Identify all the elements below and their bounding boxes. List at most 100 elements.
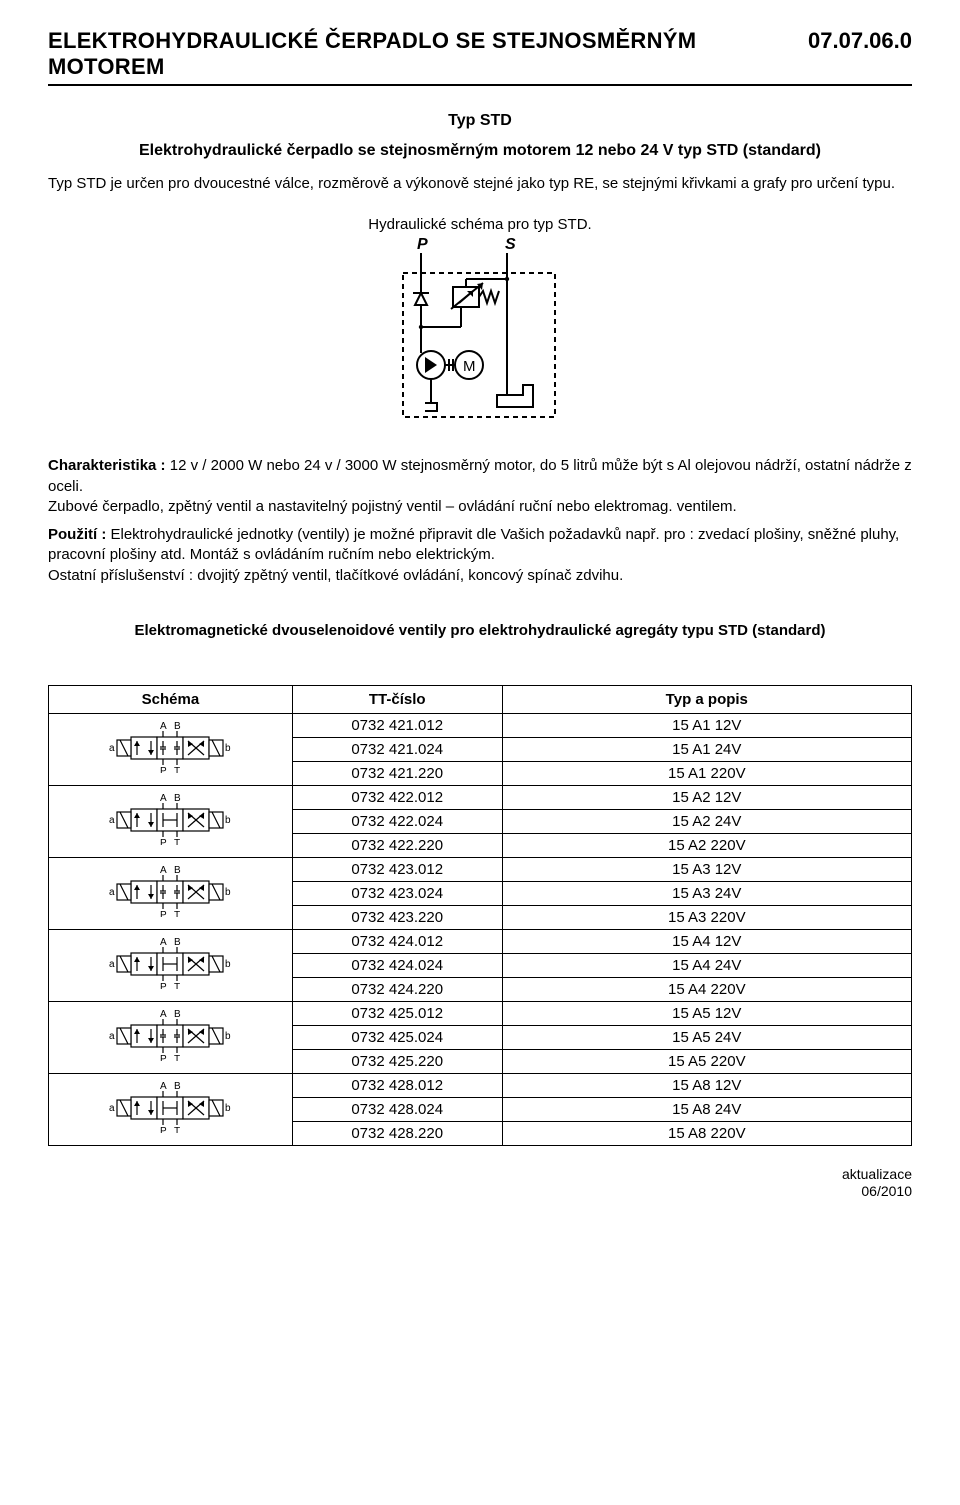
type-cell: 15 A3 12V [502, 857, 911, 881]
type-cell: 15 A8 12V [502, 1073, 911, 1097]
svg-text:T: T [174, 1054, 180, 1061]
footer-line-2: 06/2010 [861, 1183, 912, 1199]
svg-text:T: T [174, 766, 180, 773]
table-row: a b A B P T 0732 425.01215 A5 12V [49, 1001, 912, 1025]
type-cell: 15 A1 12V [502, 713, 911, 737]
type-cell: 15 A2 24V [502, 809, 911, 833]
valves-table: Schéma TT-číslo Typ a popis a b A B P T … [48, 685, 912, 1146]
type-cell: 15 A8 220V [502, 1121, 911, 1145]
tt-cell: 0732 421.012 [292, 713, 502, 737]
type-cell: 15 A1 220V [502, 761, 911, 785]
schematic-label-p: P [417, 236, 428, 253]
type-cell: 15 A4 24V [502, 953, 911, 977]
svg-text:B: B [174, 1009, 181, 1020]
intro-paragraph: Typ STD je určen pro dvoucestné válce, r… [48, 174, 912, 194]
svg-text:P: P [160, 982, 167, 989]
tt-cell: 0732 421.024 [292, 737, 502, 761]
svg-text:b: b [225, 959, 231, 970]
tt-cell: 0732 423.012 [292, 857, 502, 881]
schematic-svg: P S M [395, 235, 565, 425]
type-cell: 15 A4 12V [502, 929, 911, 953]
table-heading: Elektromagnetické dvouselenoidové ventil… [48, 622, 912, 639]
col-schema: Schéma [49, 685, 293, 713]
type-cell: 15 A4 220V [502, 977, 911, 1001]
schema-cell: a b A B P T [49, 1001, 293, 1073]
schema-cell: a b A B P T [49, 785, 293, 857]
tt-cell: 0732 424.220 [292, 977, 502, 1001]
svg-text:T: T [174, 1126, 180, 1133]
usage-paragraph: Použití : Elektrohydraulické jednotky (v… [48, 525, 912, 586]
table-row: a b A B P T 0732 428.01215 A8 12V [49, 1073, 912, 1097]
svg-text:a: a [109, 815, 115, 826]
svg-text:b: b [225, 743, 231, 754]
tt-cell: 0732 425.012 [292, 1001, 502, 1025]
usage-text-2: Ostatní příslušenství : dvojitý zpětný v… [48, 567, 623, 584]
usage-text-1: Elektrohydraulické jednotky (ventily) je… [48, 526, 899, 563]
page-footer: aktualizace 06/2010 [48, 1166, 912, 1200]
table-row: a b A B P T 0732 422.01215 A2 12V [49, 785, 912, 809]
type-cell: 15 A2 12V [502, 785, 911, 809]
svg-text:P: P [160, 1126, 167, 1133]
col-type: Typ a popis [502, 685, 911, 713]
table-header-row: Schéma TT-číslo Typ a popis [49, 685, 912, 713]
type-cell: 15 A8 24V [502, 1097, 911, 1121]
tt-cell: 0732 425.024 [292, 1025, 502, 1049]
hydraulic-schematic: P S M [48, 235, 912, 430]
characteristic-label: Charakteristika : [48, 457, 166, 474]
tt-cell: 0732 424.012 [292, 929, 502, 953]
table-row: a b A B P T 0732 423.01215 A3 12V [49, 857, 912, 881]
schema-caption: Hydraulické schéma pro typ STD. [48, 216, 912, 233]
usage-label: Použití : [48, 526, 106, 543]
schematic-label-m: M [463, 358, 476, 375]
svg-text:P: P [160, 1054, 167, 1061]
page-title: ELEKTROHYDRAULICKÉ ČERPADLO SE STEJNOSMĚ… [48, 28, 808, 80]
svg-text:a: a [109, 743, 115, 754]
svg-text:b: b [225, 887, 231, 898]
svg-text:B: B [174, 937, 181, 948]
svg-text:A: A [160, 1081, 167, 1092]
tt-cell: 0732 422.220 [292, 833, 502, 857]
page-code: 07.07.06.0 [808, 28, 912, 54]
tt-cell: 0732 423.220 [292, 905, 502, 929]
svg-text:T: T [174, 982, 180, 989]
characteristic-paragraph: Charakteristika : 12 v / 2000 W nebo 24 … [48, 456, 912, 517]
tt-cell: 0732 423.024 [292, 881, 502, 905]
svg-text:b: b [225, 1031, 231, 1042]
svg-text:A: A [160, 1009, 167, 1020]
tt-cell: 0732 428.012 [292, 1073, 502, 1097]
table-row: a b A B P T 0732 424.01215 A4 12V [49, 929, 912, 953]
svg-text:a: a [109, 1103, 115, 1114]
tt-cell: 0732 422.024 [292, 809, 502, 833]
type-cell: 15 A3 24V [502, 881, 911, 905]
type-cell: 15 A3 220V [502, 905, 911, 929]
tt-cell: 0732 422.012 [292, 785, 502, 809]
table-row: a b A B P T 0732 421.01215 A1 12V [49, 713, 912, 737]
type-label: Typ STD [48, 112, 912, 130]
schema-cell: a b A B P T [49, 1073, 293, 1145]
type-cell: 15 A5 12V [502, 1001, 911, 1025]
svg-text:B: B [174, 865, 181, 876]
svg-text:a: a [109, 1031, 115, 1042]
type-cell: 15 A1 24V [502, 737, 911, 761]
svg-text:A: A [160, 865, 167, 876]
schema-cell: a b A B P T [49, 713, 293, 785]
svg-text:P: P [160, 766, 167, 773]
characteristic-text-2: Zubové čerpadlo, zpětný ventil a nastavi… [48, 498, 737, 515]
svg-text:a: a [109, 959, 115, 970]
svg-text:b: b [225, 1103, 231, 1114]
schema-cell: a b A B P T [49, 857, 293, 929]
tt-cell: 0732 425.220 [292, 1049, 502, 1073]
svg-text:B: B [174, 793, 181, 804]
schematic-label-s: S [505, 236, 516, 253]
type-cell: 15 A5 220V [502, 1049, 911, 1073]
tt-cell: 0732 421.220 [292, 761, 502, 785]
tt-cell: 0732 424.024 [292, 953, 502, 977]
col-tt: TT-číslo [292, 685, 502, 713]
tt-cell: 0732 428.024 [292, 1097, 502, 1121]
svg-text:A: A [160, 937, 167, 948]
svg-text:b: b [225, 815, 231, 826]
page-header: ELEKTROHYDRAULICKÉ ČERPADLO SE STEJNOSMĚ… [48, 28, 912, 86]
svg-text:B: B [174, 721, 181, 732]
svg-text:a: a [109, 887, 115, 898]
svg-text:T: T [174, 838, 180, 845]
